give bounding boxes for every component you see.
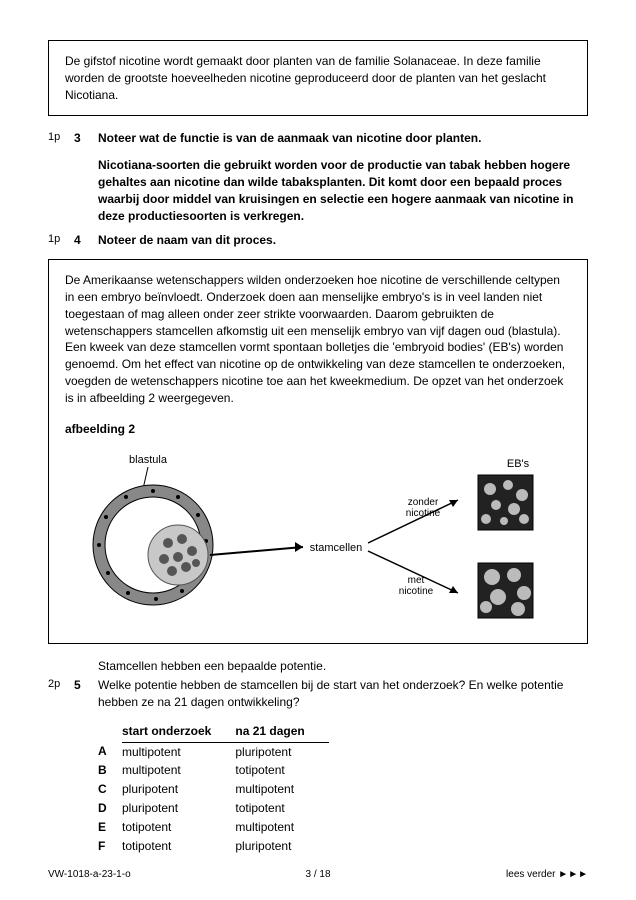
question-5: 2p 5 Welke potentie hebben de stamcellen…	[48, 677, 588, 711]
box2-text: De Amerikaanse wetenschappers wilden ond…	[65, 272, 571, 406]
question-3: 1p 3 Noteer wat de functie is van de aan…	[48, 130, 588, 147]
q5-marker: 2p	[48, 677, 74, 711]
diagram-svg: blastula	[78, 445, 558, 625]
label-zonder-2: nicotine	[406, 508, 441, 519]
label-met-1: met	[408, 575, 425, 586]
page-footer: VW-1018-a-23-1-o 3 / 18 lees verder ►►►	[48, 868, 588, 882]
label-met-2: nicotine	[399, 586, 434, 597]
th-na21: na 21 dagen	[235, 721, 328, 742]
table-row: Etotipotentmultipotent	[98, 818, 329, 837]
table-row: Amultipotentpluripotent	[98, 742, 329, 761]
q5-text: Welke potentie hebben de stamcellen bij …	[98, 677, 588, 711]
q3-text: Noteer wat de functie is van de aanmaak …	[98, 130, 588, 147]
box1-text: De gifstof nicotine wordt gemaakt door p…	[65, 54, 546, 102]
footer-right: lees verder ►►►	[506, 868, 588, 882]
label-ebs: EB's	[507, 458, 530, 470]
q4-marker: 1p	[48, 232, 74, 249]
th-start: start onderzoek	[122, 721, 235, 742]
q4-num: 4	[74, 232, 98, 249]
table-row: Bmultipotenttotipotent	[98, 761, 329, 780]
q5-num: 5	[74, 677, 98, 711]
table-row: Ftotipotentpluripotent	[98, 837, 329, 856]
info-box-1: De gifstof nicotine wordt gemaakt door p…	[48, 40, 588, 116]
q3-marker: 1p	[48, 130, 74, 147]
q4-intro-text: Nicotiana-soorten die gebruikt worden vo…	[98, 158, 573, 222]
figure-2-diagram: blastula	[65, 445, 571, 625]
question-4: 1p 4 Noteer de naam van dit proces.	[48, 232, 588, 249]
figure-2-label: afbeelding 2	[65, 421, 571, 438]
table-body: Amultipotentpluripotent Bmultipotenttoti…	[98, 742, 329, 855]
q3-num: 3	[74, 130, 98, 147]
info-box-2: De Amerikaanse wetenschappers wilden ond…	[48, 259, 588, 644]
table-row: Cpluripotentmultipotent	[98, 780, 329, 799]
q5-intro-text: Stamcellen hebben een bepaalde potentie.	[98, 659, 326, 673]
table-row: Dpluripotenttotipotent	[98, 799, 329, 818]
label-zonder-1: zonder	[408, 497, 439, 508]
q4-text: Noteer de naam van dit proces.	[98, 232, 588, 249]
q5-intro: Stamcellen hebben een bepaalde potentie.	[98, 658, 588, 675]
q4-intro: Nicotiana-soorten die gebruikt worden vo…	[98, 157, 588, 224]
label-blastula: blastula	[129, 454, 168, 466]
label-stamcellen: stamcellen	[310, 542, 363, 554]
answer-table: start onderzoek na 21 dagen Amultipotent…	[98, 721, 588, 856]
footer-left: VW-1018-a-23-1-o	[48, 868, 131, 882]
footer-center: 3 / 18	[305, 868, 330, 882]
